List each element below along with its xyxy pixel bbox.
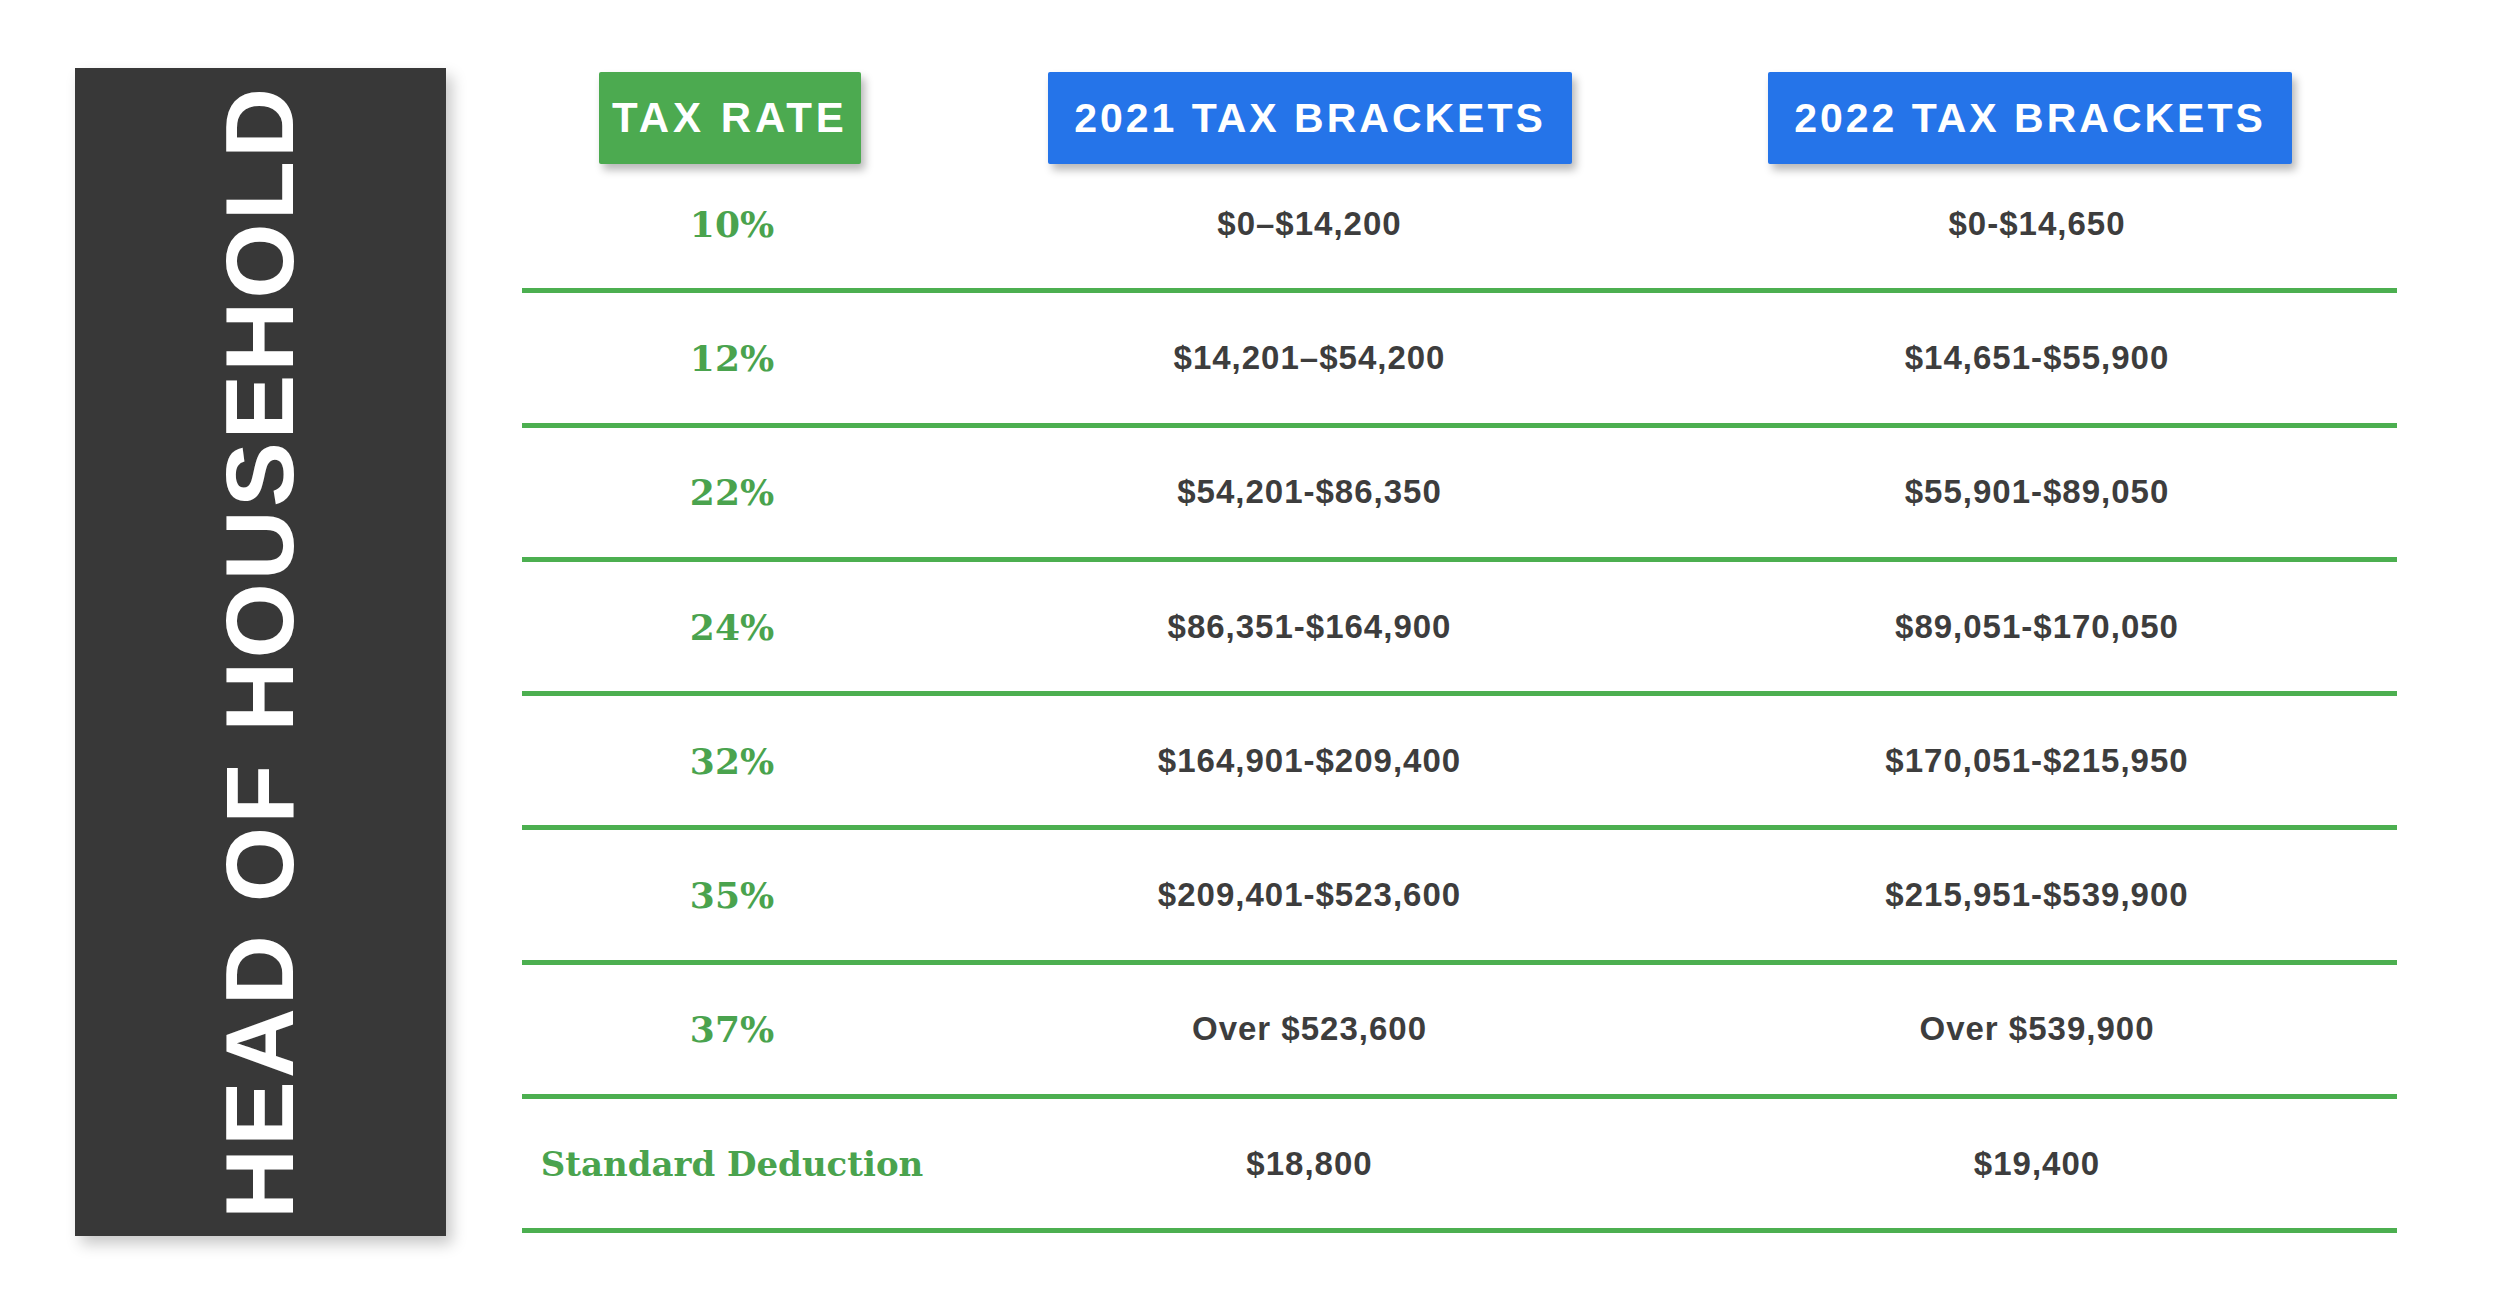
header-tax-rate: TAX RATE (599, 72, 861, 164)
bracket-2022-cell: $0-$14,650 (1677, 205, 2397, 243)
rate-cell: 35% (522, 874, 942, 916)
table-row-standard-deduction: Standard Deduction $18,800 $19,400 (522, 1099, 2397, 1233)
bracket-2021-cell: $209,401-$523,600 (942, 876, 1677, 914)
header-tax-rate-label: TAX RATE (612, 94, 848, 142)
rate-cell: 32% (522, 740, 942, 782)
rate-cell: 12% (522, 337, 942, 379)
table-row: 12% $14,201–$54,200 $14,651-$55,900 (522, 293, 2397, 427)
rate-cell: 24% (522, 606, 942, 648)
bracket-2021-cell: $14,201–$54,200 (942, 339, 1677, 377)
rate-cell: 22% (522, 471, 942, 513)
bracket-2022-cell: $55,901-$89,050 (1677, 473, 2397, 511)
rate-cell: 37% (522, 1008, 942, 1050)
table-row: 22% $54,201-$86,350 $55,901-$89,050 (522, 428, 2397, 562)
tax-bracket-table: 10% $0–$14,200 $0-$14,650 12% $14,201–$5… (522, 159, 2397, 1233)
rate-cell: Standard Deduction (522, 1144, 942, 1184)
infographic-canvas: HEAD OF HOUSEHOLD TAX RATE 2021 TAX BRAC… (0, 0, 2500, 1308)
bracket-2021-cell: Over $523,600 (942, 1010, 1677, 1048)
table-row: 24% $86,351-$164,900 $89,051-$170,050 (522, 562, 2397, 696)
filing-status-banner: HEAD OF HOUSEHOLD (75, 68, 446, 1236)
bracket-2022-cell: $19,400 (1677, 1145, 2397, 1183)
table-row: 37% Over $523,600 Over $539,900 (522, 965, 2397, 1099)
bracket-2022-cell: $14,651-$55,900 (1677, 339, 2397, 377)
header-2021-brackets-label: 2021 TAX BRACKETS (1074, 95, 1546, 142)
rate-cell: 10% (522, 203, 942, 245)
header-2022-brackets: 2022 TAX BRACKETS (1768, 72, 2292, 164)
bracket-2022-cell: $215,951-$539,900 (1677, 876, 2397, 914)
table-row: 10% $0–$14,200 $0-$14,650 (522, 159, 2397, 293)
table-row: 32% $164,901-$209,400 $170,051-$215,950 (522, 696, 2397, 830)
bracket-2021-cell: $86,351-$164,900 (942, 608, 1677, 646)
bracket-2021-cell: $18,800 (942, 1145, 1677, 1183)
filing-status-title: HEAD OF HOUSEHOLD (205, 85, 317, 1219)
bracket-2022-cell: $89,051-$170,050 (1677, 608, 2397, 646)
bracket-2021-cell: $164,901-$209,400 (942, 742, 1677, 780)
bracket-2021-cell: $54,201-$86,350 (942, 473, 1677, 511)
bracket-2022-cell: Over $539,900 (1677, 1010, 2397, 1048)
table-row: 35% $209,401-$523,600 $215,951-$539,900 (522, 830, 2397, 964)
bracket-2021-cell: $0–$14,200 (942, 205, 1677, 243)
bracket-2022-cell: $170,051-$215,950 (1677, 742, 2397, 780)
header-2021-brackets: 2021 TAX BRACKETS (1048, 72, 1572, 164)
header-2022-brackets-label: 2022 TAX BRACKETS (1794, 95, 2266, 142)
